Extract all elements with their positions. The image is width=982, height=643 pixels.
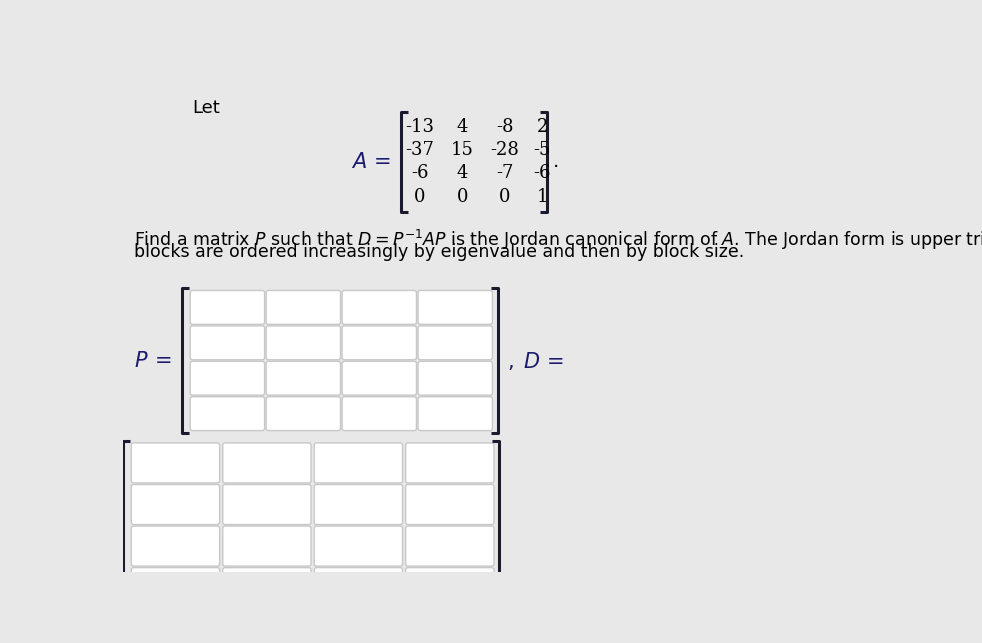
Text: -6: -6 xyxy=(410,165,428,183)
Text: 0: 0 xyxy=(413,188,425,206)
FancyBboxPatch shape xyxy=(406,443,494,483)
Text: blocks are ordered increasingly by eigenvalue and then by block size.: blocks are ordered increasingly by eigen… xyxy=(134,244,743,262)
Text: -7: -7 xyxy=(496,165,514,183)
Text: $P\,=$: $P\,=$ xyxy=(134,350,171,370)
FancyBboxPatch shape xyxy=(191,291,264,324)
Text: 0: 0 xyxy=(457,188,468,206)
FancyBboxPatch shape xyxy=(418,291,492,324)
Text: Find a matrix $P$ such that $D = P^{-1}AP$ is the Jordan canonical form of $A$. : Find a matrix $P$ such that $D = P^{-1}A… xyxy=(134,228,982,252)
Text: .: . xyxy=(553,152,559,172)
FancyBboxPatch shape xyxy=(406,526,494,566)
Text: 2: 2 xyxy=(536,118,548,136)
FancyBboxPatch shape xyxy=(342,291,416,324)
Text: Let: Let xyxy=(192,99,220,117)
FancyBboxPatch shape xyxy=(191,397,264,431)
FancyBboxPatch shape xyxy=(223,568,311,608)
Text: $A\,=$: $A\,=$ xyxy=(352,152,392,172)
FancyBboxPatch shape xyxy=(406,484,494,525)
FancyBboxPatch shape xyxy=(223,443,311,483)
FancyBboxPatch shape xyxy=(314,568,403,608)
FancyBboxPatch shape xyxy=(223,484,311,525)
Text: -8: -8 xyxy=(496,118,514,136)
FancyBboxPatch shape xyxy=(406,568,494,608)
FancyBboxPatch shape xyxy=(314,443,403,483)
FancyBboxPatch shape xyxy=(191,326,264,359)
Text: 0: 0 xyxy=(499,188,511,206)
Text: 4: 4 xyxy=(457,165,467,183)
FancyBboxPatch shape xyxy=(266,361,341,395)
Text: 15: 15 xyxy=(451,141,473,159)
FancyBboxPatch shape xyxy=(342,397,416,431)
FancyBboxPatch shape xyxy=(418,326,492,359)
Text: -5: -5 xyxy=(533,141,551,159)
Text: -37: -37 xyxy=(406,141,434,159)
FancyBboxPatch shape xyxy=(314,484,403,525)
FancyBboxPatch shape xyxy=(418,361,492,395)
FancyBboxPatch shape xyxy=(342,361,416,395)
Text: 1: 1 xyxy=(536,188,548,206)
Text: $,\;D\,=$: $,\;D\,=$ xyxy=(507,350,565,372)
FancyBboxPatch shape xyxy=(132,443,220,483)
FancyBboxPatch shape xyxy=(191,361,264,395)
Text: -13: -13 xyxy=(405,118,434,136)
Text: 4: 4 xyxy=(457,118,467,136)
Text: -28: -28 xyxy=(490,141,519,159)
FancyBboxPatch shape xyxy=(266,397,341,431)
FancyBboxPatch shape xyxy=(418,397,492,431)
FancyBboxPatch shape xyxy=(266,291,341,324)
Text: -6: -6 xyxy=(533,165,551,183)
FancyBboxPatch shape xyxy=(266,326,341,359)
FancyBboxPatch shape xyxy=(223,526,311,566)
FancyBboxPatch shape xyxy=(132,484,220,525)
FancyBboxPatch shape xyxy=(314,526,403,566)
FancyBboxPatch shape xyxy=(132,526,220,566)
FancyBboxPatch shape xyxy=(342,326,416,359)
FancyBboxPatch shape xyxy=(132,568,220,608)
